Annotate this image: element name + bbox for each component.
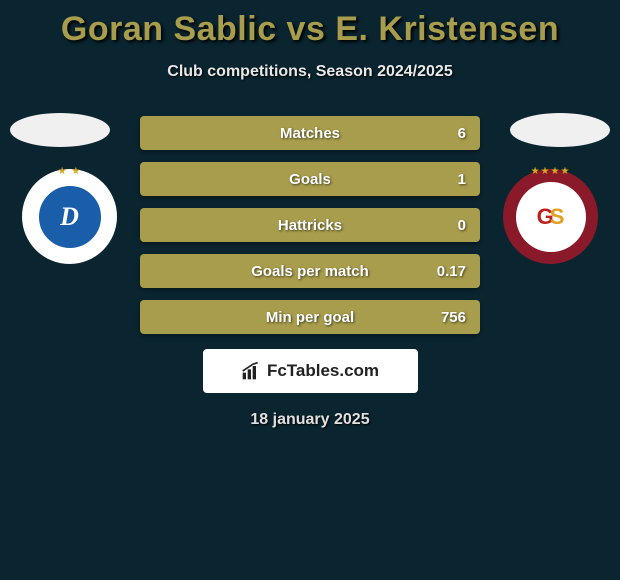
club-logo-left: ★ ★ D <box>22 169 117 264</box>
branding-badge[interactable]: FcTables.com <box>203 349 418 393</box>
stat-value: 0.17 <box>437 263 466 280</box>
dynamo-badge: D <box>35 182 105 252</box>
club-stars-right: ★★★★ <box>531 166 571 177</box>
stat-value: 0 <box>458 217 466 234</box>
stat-label: Min per goal <box>266 309 354 326</box>
stat-label: Goals per match <box>251 263 369 280</box>
stat-label: Goals <box>289 171 331 188</box>
stat-row-goals: Goals 1 <box>140 162 480 196</box>
stat-row-min-per-goal: Min per goal 756 <box>140 300 480 334</box>
club-logo-right: ★★★★ G S <box>503 169 598 264</box>
player-avatar-right <box>510 113 610 147</box>
galatasaray-badge: G S <box>516 182 586 252</box>
date-label: 18 january 2025 <box>0 411 620 429</box>
stat-value: 1 <box>458 171 466 188</box>
subtitle: Club competitions, Season 2024/2025 <box>0 63 620 81</box>
stat-value: 756 <box>441 309 466 326</box>
stat-label: Hattricks <box>278 217 342 234</box>
dynamo-initial: D <box>60 202 79 232</box>
club-stars-left: ★ ★ <box>58 166 82 177</box>
stat-value: 6 <box>458 125 466 142</box>
stat-row-matches: Matches 6 <box>140 116 480 150</box>
branding-text: FcTables.com <box>267 361 379 381</box>
stat-row-hattricks: Hattricks 0 <box>140 208 480 242</box>
page-title: Goran Sablic vs E. Kristensen <box>0 0 620 49</box>
gs-initial-s: S <box>550 204 565 230</box>
chart-icon <box>241 361 261 381</box>
player-avatar-left <box>10 113 110 147</box>
stat-label: Matches <box>280 125 340 142</box>
stat-row-goals-per-match: Goals per match 0.17 <box>140 254 480 288</box>
comparison-panel: ★ ★ D ★★★★ G S Matches 6 Goals 1 Hattric… <box>0 111 620 331</box>
stats-list: Matches 6 Goals 1 Hattricks 0 Goals per … <box>140 116 480 346</box>
